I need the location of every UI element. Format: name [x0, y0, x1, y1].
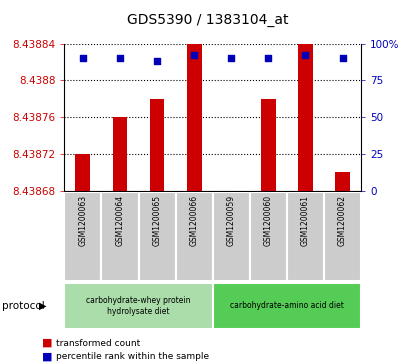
Bar [76, 154, 90, 191]
Text: transformed count: transformed count [56, 339, 140, 347]
Text: carbohydrate-whey protein
hydrolysate diet: carbohydrate-whey protein hydrolysate di… [86, 296, 191, 315]
Point [80, 55, 86, 61]
Bar [64, 283, 213, 329]
Bar [250, 192, 287, 281]
Point [302, 52, 309, 58]
Point [339, 55, 346, 61]
Text: GSM1200065: GSM1200065 [153, 195, 161, 246]
Bar [112, 117, 127, 191]
Text: GSM1200063: GSM1200063 [78, 195, 88, 246]
Bar [150, 99, 164, 191]
Point [154, 58, 160, 64]
Text: GDS5390 / 1383104_at: GDS5390 / 1383104_at [127, 13, 288, 27]
Bar [213, 283, 361, 329]
Point [265, 55, 272, 61]
Bar [324, 192, 361, 281]
Text: ■: ■ [42, 351, 52, 362]
Text: GSM1200066: GSM1200066 [190, 195, 199, 246]
Bar [176, 192, 213, 281]
Bar [64, 192, 101, 281]
Text: carbohydrate-amino acid diet: carbohydrate-amino acid diet [230, 301, 344, 310]
Point [228, 55, 234, 61]
Text: GSM1200062: GSM1200062 [338, 195, 347, 246]
Bar [139, 192, 176, 281]
Point [191, 52, 198, 58]
Text: ▶: ▶ [39, 301, 46, 311]
Text: GSM1200059: GSM1200059 [227, 195, 236, 246]
Text: percentile rank within the sample: percentile rank within the sample [56, 352, 209, 361]
Text: GSM1200061: GSM1200061 [301, 195, 310, 246]
Bar [187, 44, 202, 191]
Text: GSM1200060: GSM1200060 [264, 195, 273, 246]
Bar [298, 44, 313, 191]
Text: GSM1200064: GSM1200064 [115, 195, 124, 246]
Bar [101, 192, 139, 281]
Bar [287, 192, 324, 281]
Point [117, 55, 123, 61]
Text: ■: ■ [42, 338, 52, 348]
Text: protocol: protocol [2, 301, 45, 311]
Bar [213, 192, 250, 281]
Bar [335, 172, 350, 191]
Bar [261, 99, 276, 191]
